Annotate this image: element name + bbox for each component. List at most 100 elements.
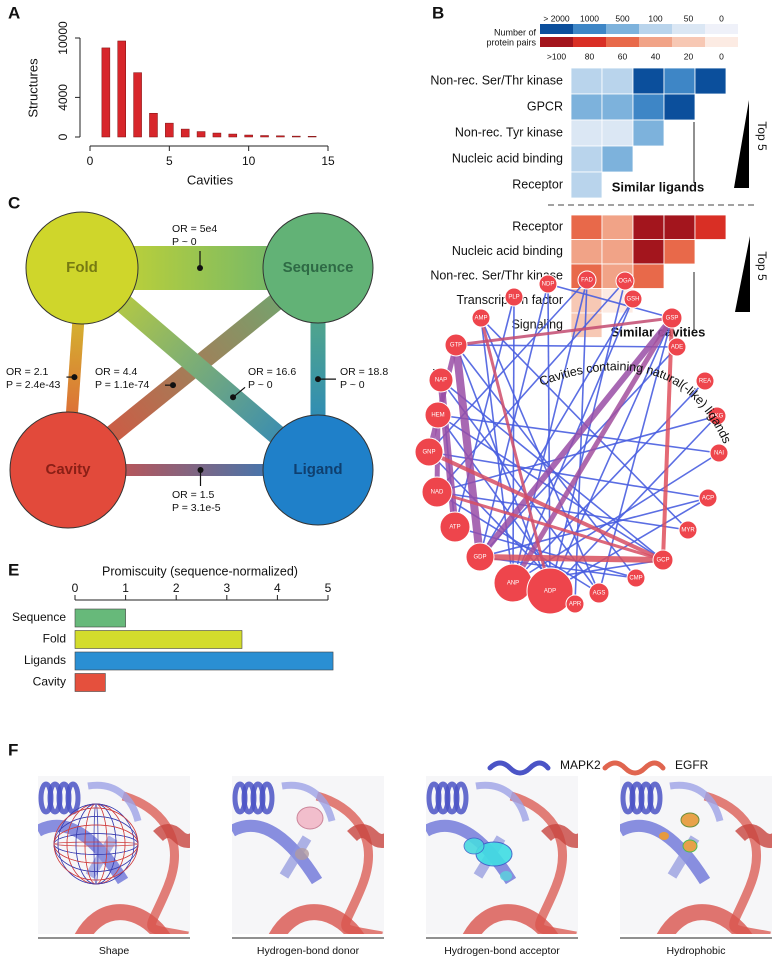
bar	[74, 630, 243, 649]
ribbon	[315, 791, 383, 934]
mesh	[57, 803, 135, 885]
heatmap-cell	[663, 93, 696, 121]
ribbon	[38, 820, 129, 885]
network-node-label: REA	[699, 379, 711, 385]
x-tick-label: 15	[321, 154, 335, 168]
network-edge	[512, 296, 515, 584]
ribbon	[475, 781, 530, 822]
network-edge	[436, 491, 689, 531]
rank-triangle	[735, 236, 750, 312]
annotation-dot	[230, 394, 237, 401]
panel-label: B	[432, 3, 444, 22]
network-node	[577, 270, 597, 290]
bar	[133, 72, 142, 138]
annotation-dot	[197, 467, 204, 473]
network-node	[414, 437, 444, 467]
category-label: Sequence	[12, 610, 66, 624]
bar	[260, 135, 269, 138]
ligand-stick	[279, 835, 312, 879]
network-edge	[426, 344, 459, 453]
network-edge	[574, 279, 588, 605]
row-label: Receptor	[512, 220, 563, 234]
heatmap-cell	[570, 67, 603, 95]
top-label: Top 5	[755, 121, 769, 151]
helix	[647, 781, 663, 815]
p-value: P = 2.4e-43	[6, 379, 61, 391]
bar	[165, 122, 174, 138]
structure-image	[38, 776, 190, 934]
network-node-label: ANP	[507, 581, 519, 587]
ribbon	[669, 781, 724, 822]
heatmap-cell	[601, 119, 634, 147]
x-tick-label: 5	[325, 581, 332, 595]
network-node	[504, 287, 524, 307]
row-label: Non-rec. Tyr kinase	[455, 125, 563, 139]
bar	[212, 132, 222, 138]
network-edge	[455, 344, 678, 348]
network-node-label: GTP	[450, 343, 462, 349]
caption: Shape	[99, 945, 130, 957]
ribbon	[509, 791, 577, 934]
legend-label: 1000	[580, 13, 599, 23]
network-node	[421, 476, 453, 508]
legend-label: 60	[618, 51, 628, 61]
legend-title: protein pairs	[486, 37, 536, 47]
heatmap-cell	[663, 67, 696, 95]
bar	[276, 135, 285, 138]
heatmap-cell	[694, 67, 727, 95]
bar	[180, 128, 190, 138]
network-node	[652, 549, 674, 571]
legend-swatch	[705, 37, 738, 47]
network-node-label: ACP	[702, 496, 714, 502]
p-value: P = 1.1e-74	[95, 379, 150, 391]
network-node	[428, 367, 454, 393]
heatmap-cell	[601, 214, 634, 240]
network-node	[439, 511, 471, 543]
surface	[500, 871, 512, 881]
node-label: Cavity	[45, 461, 91, 478]
x-tick-label: 0	[72, 581, 79, 595]
ribbon	[232, 820, 323, 885]
x-tick-label: 3	[223, 581, 230, 595]
y-tick-label: 0	[56, 133, 70, 140]
network-edge	[510, 316, 675, 585]
network-node	[538, 274, 558, 294]
row-label: Nucleic acid binding	[452, 244, 563, 258]
network-node	[678, 520, 698, 540]
network-edge	[428, 451, 709, 499]
structure-image	[232, 776, 384, 934]
legend-swatch	[540, 37, 573, 47]
legend-label: 0	[719, 51, 724, 61]
x-tick-label: 0	[87, 154, 94, 168]
legend-label: >100	[547, 51, 566, 61]
heatmap-cell	[570, 239, 603, 265]
legend-swatch	[573, 24, 606, 34]
heatmap-cell	[570, 119, 603, 147]
network-node-label: AGS	[593, 591, 606, 597]
network-edge	[428, 450, 664, 562]
surface	[296, 806, 324, 830]
network-node-label: APR	[569, 602, 582, 608]
heatmap-cell	[632, 214, 665, 240]
node	[9, 411, 127, 529]
legend-ribbon	[487, 760, 551, 776]
p-value: P ~ 0	[172, 236, 197, 248]
odds-ratio: OR = 18.8	[340, 366, 388, 378]
network-edge	[455, 344, 637, 579]
odds-ratio: OR = 2.1	[6, 366, 48, 378]
network-edge	[479, 317, 552, 592]
x-tick-label: 4	[274, 581, 281, 595]
heatmap-cell	[694, 214, 727, 240]
network-node	[444, 333, 468, 357]
network-edge	[428, 279, 588, 453]
bar	[196, 131, 206, 138]
ligand-stick	[85, 835, 118, 879]
ribbon	[735, 824, 772, 848]
network-node-label: MYR	[681, 528, 695, 534]
row-label: Nucleic acid binding	[452, 151, 563, 165]
bar	[74, 673, 106, 692]
ribbon	[347, 824, 384, 848]
surface	[682, 839, 698, 853]
